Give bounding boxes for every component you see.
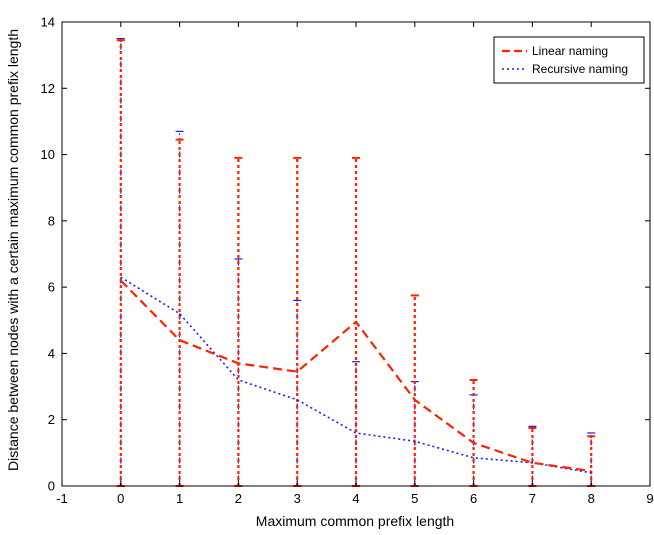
y-tick-label: 2	[48, 412, 55, 427]
y-tick-label: 4	[48, 346, 55, 361]
plot-frame	[61, 21, 651, 487]
y-tick-label: 12	[41, 81, 55, 96]
x-tick-label: 0	[117, 491, 124, 506]
y-tick-label: 10	[41, 147, 55, 162]
legend: Linear naming Recursive naming	[493, 36, 645, 84]
y-axis-label: Distance between nodes with a certain ma…	[5, 29, 21, 471]
y-tick-label: 14	[41, 15, 55, 30]
x-tick-label: 7	[529, 491, 536, 506]
x-axis-label: Maximum common prefix length	[256, 513, 454, 529]
legend-label-linear: Linear naming	[532, 44, 608, 58]
x-tick-label: 2	[235, 491, 242, 506]
plot-area	[116, 37, 596, 487]
y-tick-label: 0	[48, 479, 55, 494]
legend-box	[493, 36, 645, 84]
y-tick-label: 8	[48, 213, 55, 228]
x-tick-label: 8	[588, 491, 595, 506]
x-tick-label: 6	[470, 491, 477, 506]
x-tick-label: 4	[352, 491, 359, 506]
x-tick-label: 3	[294, 491, 301, 506]
x-tick-label: 1	[176, 491, 183, 506]
x-tick-label: -1	[56, 491, 68, 506]
y-tick-label: 6	[48, 280, 55, 295]
x-tick-label: 9	[646, 491, 653, 506]
x-tick-label: 5	[411, 491, 418, 506]
legend-label-recursive: Recursive naming	[532, 62, 628, 76]
